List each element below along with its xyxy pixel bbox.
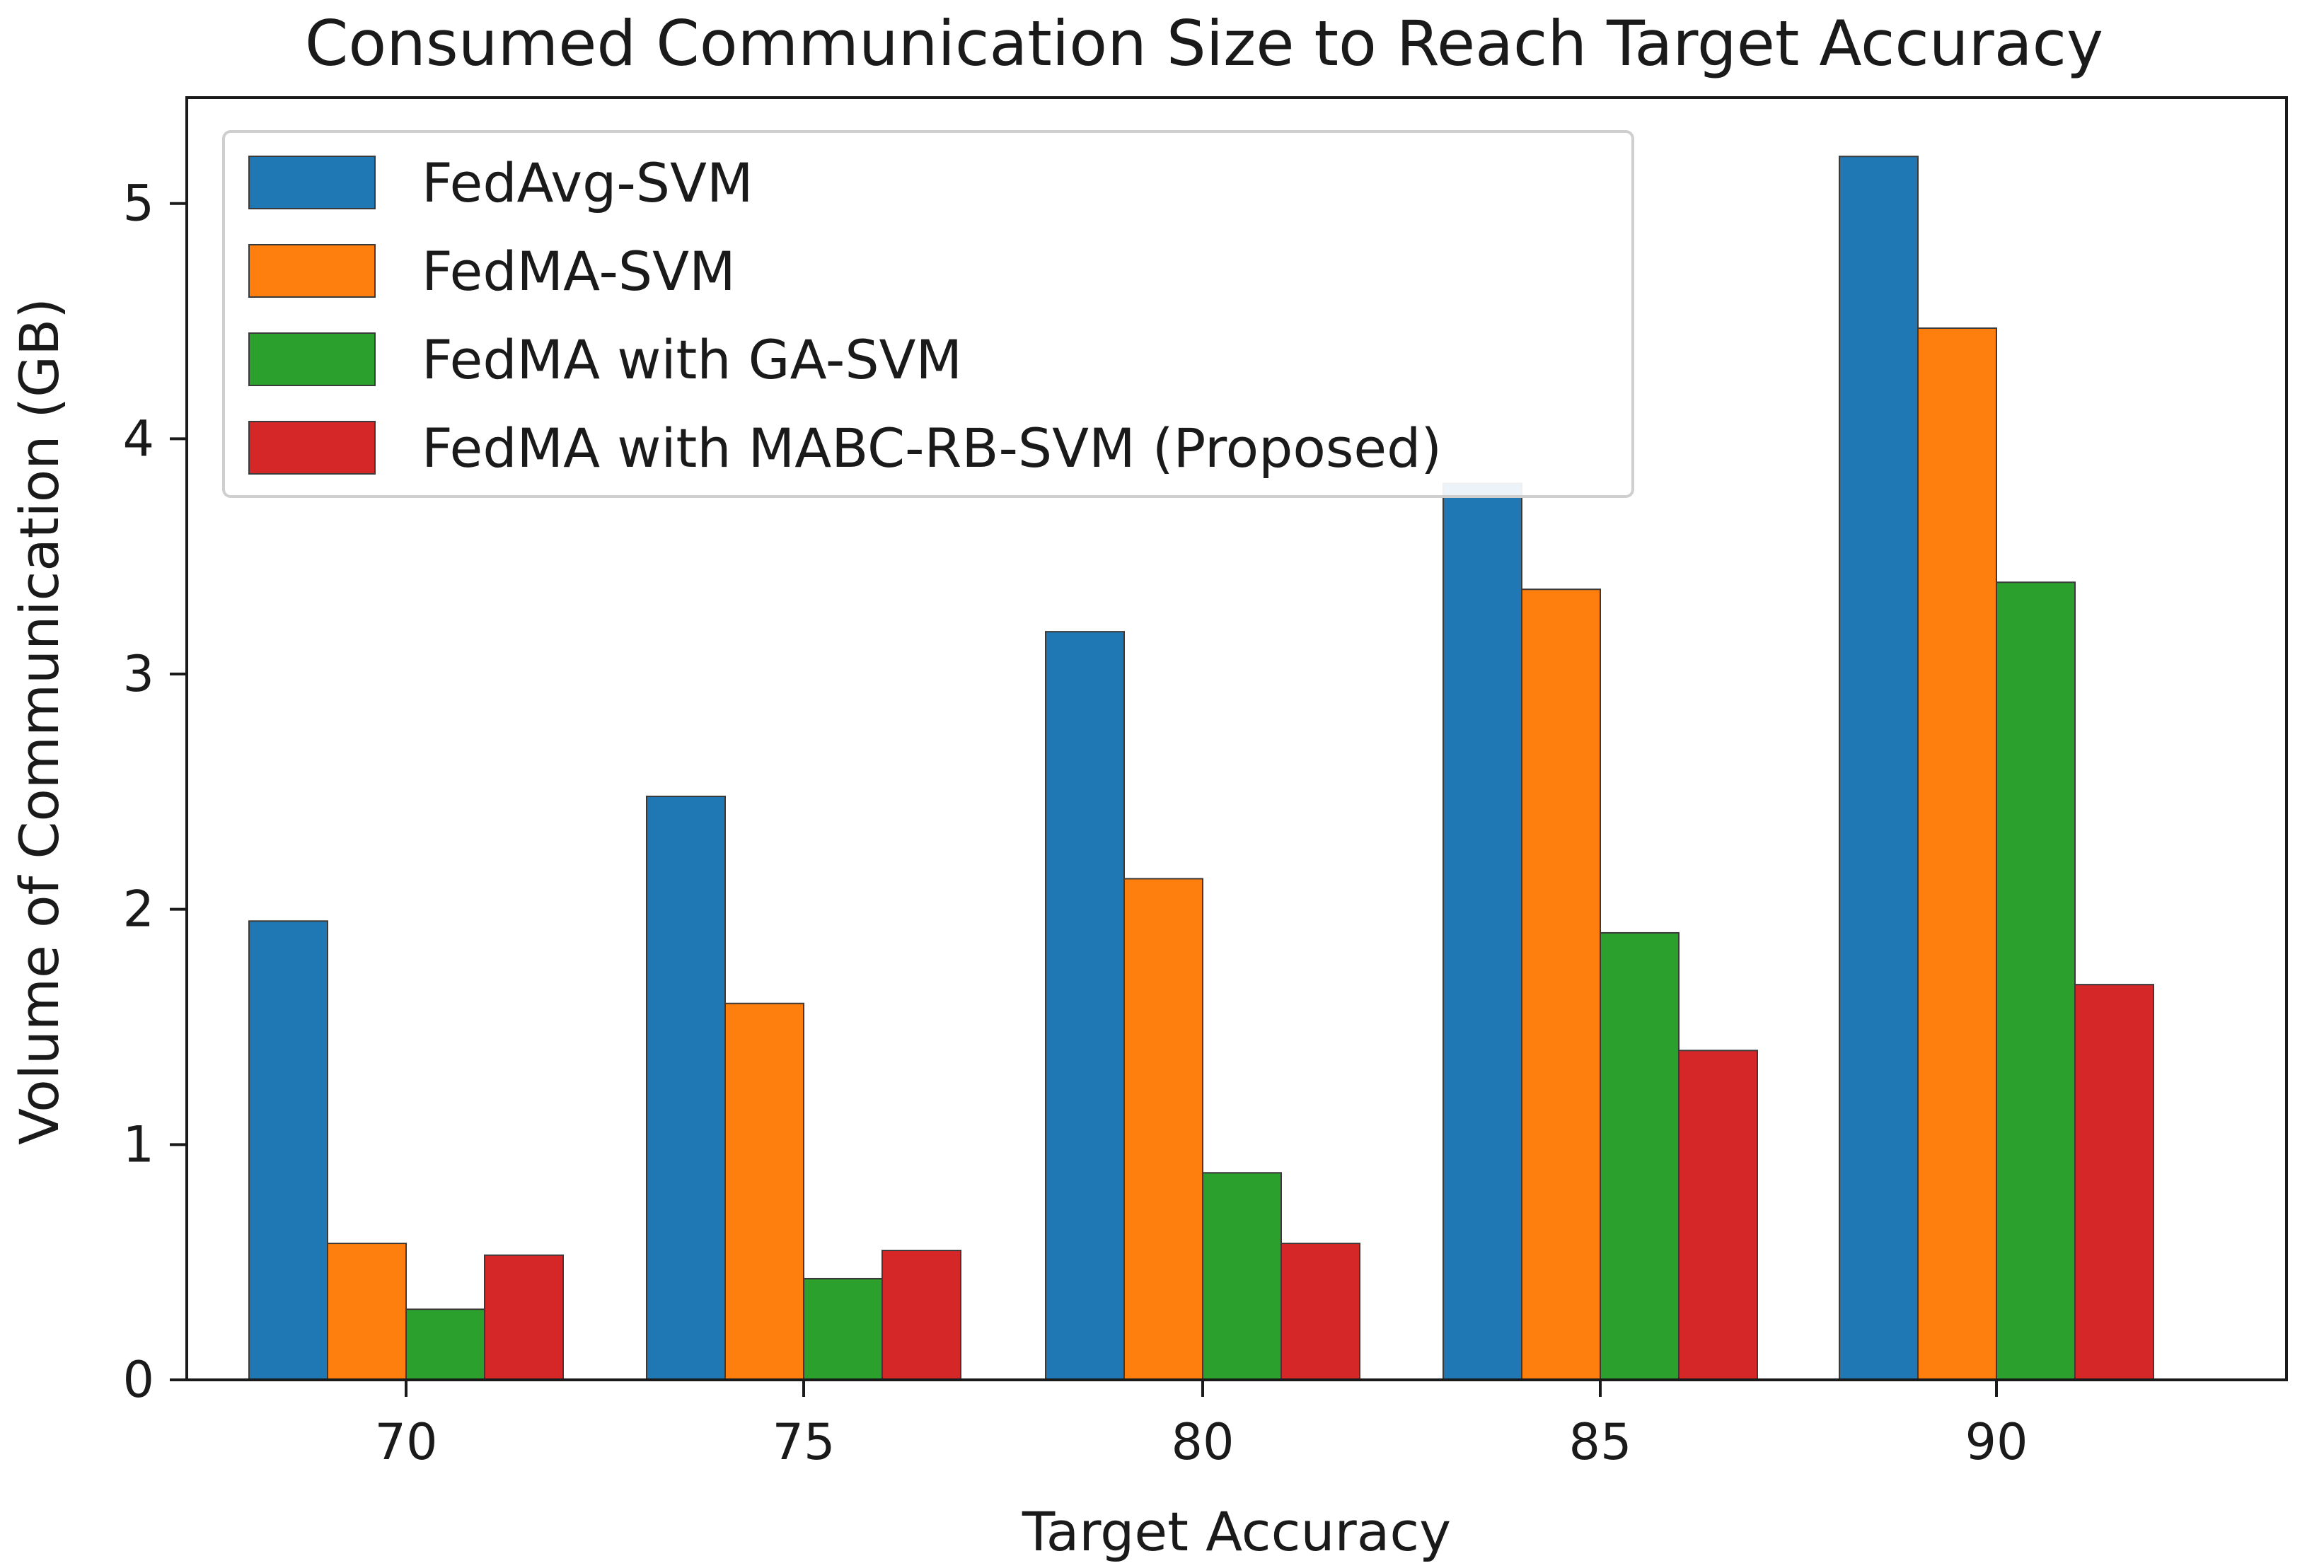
x-axis-ticks: 70 75 80 85 90 [374,1380,2028,1471]
y-tick-label: 2 [122,881,154,939]
legend-label: FedMA with MABC-RB-SVM (Proposed) [422,417,1442,480]
bar [646,796,726,1381]
y-tick-label: 1 [122,1115,154,1173]
legend-box [222,130,1634,498]
bar [484,1254,564,1381]
y-tick-label: 5 [122,175,154,233]
x-tick-label: 85 [1568,1413,1631,1471]
bar [1443,482,1522,1381]
legend-label: FedMA-SVM [422,240,736,303]
y-tick-label: 0 [122,1351,154,1409]
bar [1123,878,1203,1381]
plot-area-frame [185,96,2288,1381]
legend-swatch [248,156,376,209]
bar-group [248,156,2154,1381]
bar [327,1243,407,1381]
y-axis-label: Volume of Communication (GB) [8,298,71,1145]
chart-title: Consumed Communication Size to Reach Tar… [305,7,2103,80]
bar [405,1308,485,1381]
legend-swatch [248,421,376,475]
x-tick-label: 70 [374,1413,437,1471]
bar [1202,1172,1282,1381]
legend-swatch [248,332,376,386]
legend-label: FedMA with GA-SVM [422,328,962,391]
x-tick-label: 90 [1965,1413,2028,1471]
bar [1839,156,1919,1381]
bar [1678,1050,1758,1381]
bar [881,1250,961,1381]
legend-label: FedAvg-SVM [422,151,753,214]
y-tick-label: 4 [122,410,154,468]
x-axis-label: Target Accuracy [1022,1500,1451,1563]
bar [803,1277,883,1381]
bar [724,1002,804,1381]
legend: FedAvg-SVM FedMA-SVM FedMA with GA-SVM FedM… [222,130,1634,498]
x-tick-label: 80 [1171,1413,1234,1471]
x-tick-label: 75 [772,1413,835,1471]
legend-swatch [248,244,376,298]
bar [1045,631,1125,1381]
bar [1280,1243,1360,1381]
bar [1600,931,1680,1381]
bar [1917,327,1997,1381]
bar [1521,588,1601,1381]
bar [1996,581,2076,1381]
bar [248,920,328,1381]
y-axis-ticks: 0 1 2 3 4 5 [122,175,187,1409]
y-tick-label: 3 [122,645,154,703]
bar [2074,984,2154,1381]
